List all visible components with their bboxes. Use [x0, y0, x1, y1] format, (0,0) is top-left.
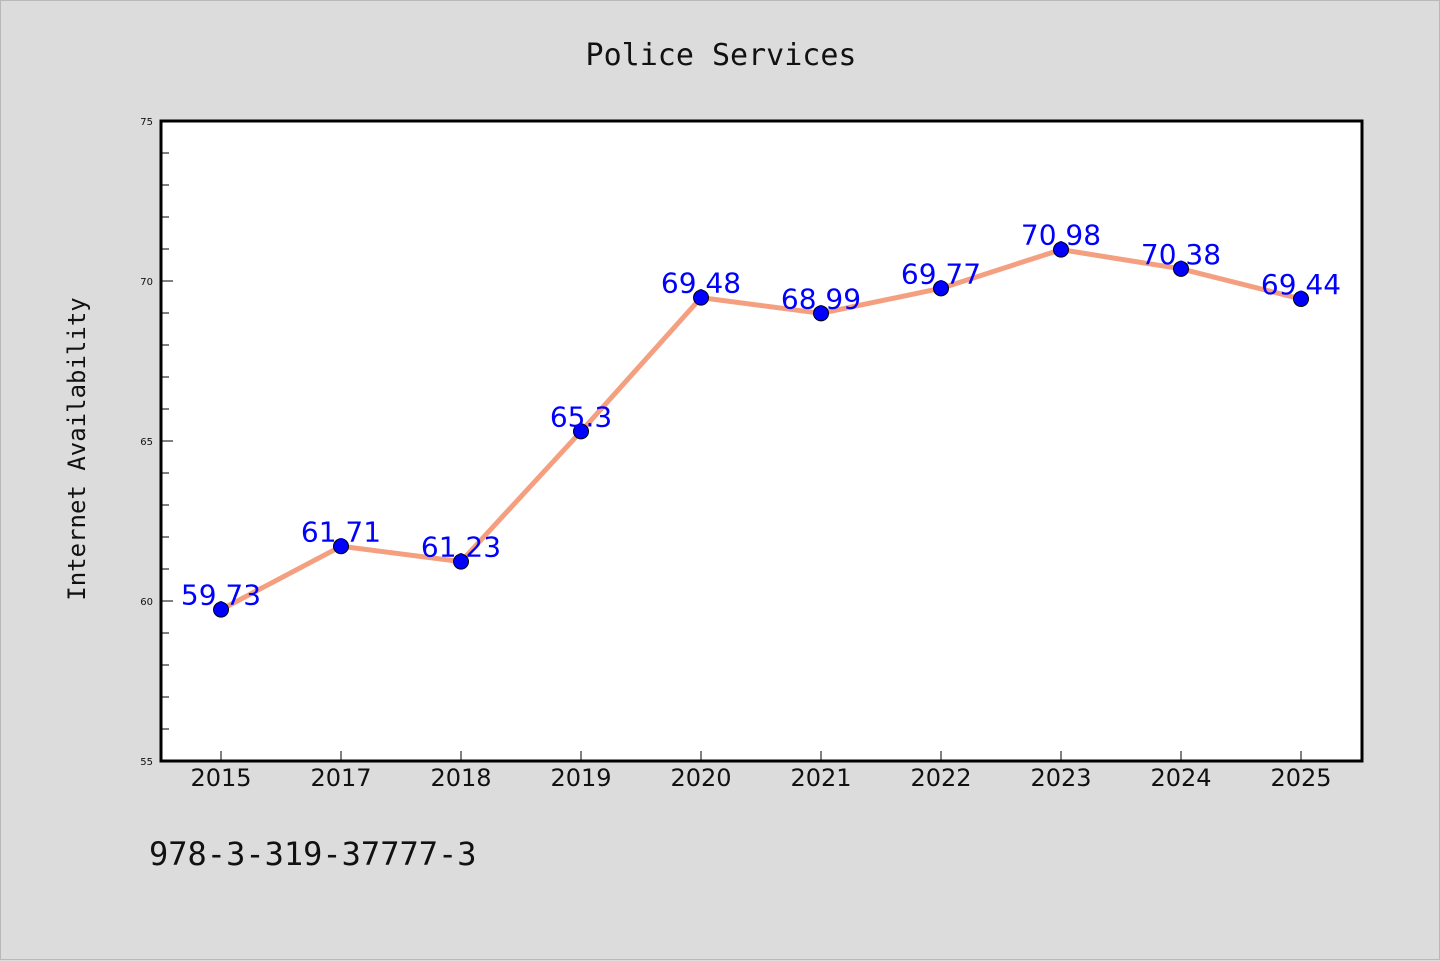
x-tick-label: 2020: [670, 764, 731, 792]
data-point: [333, 538, 349, 555]
footer-isbn: 978-3-319-37777-3: [149, 835, 477, 873]
data-markers: [213, 241, 1309, 618]
x-tick-label: 2025: [1270, 764, 1331, 792]
plot-frame: [159, 119, 1364, 763]
x-tick-label: 2015: [190, 764, 251, 792]
x-tick-label: 2024: [1150, 764, 1211, 792]
data-label: 68.99: [781, 282, 861, 315]
y-axis-label: Internet Availability: [63, 297, 91, 600]
y-tick-label: 60: [140, 597, 153, 608]
data-point: [1053, 241, 1069, 258]
data-point: [933, 280, 949, 297]
x-tick-label: 2021: [790, 764, 851, 792]
y-tick-label: 70: [140, 277, 153, 288]
data-label: 65.3: [550, 400, 612, 433]
data-point: [813, 305, 829, 322]
data-label: 61.23: [421, 531, 501, 564]
data-point: [573, 423, 589, 440]
x-tick-label: 2019: [550, 764, 611, 792]
y-tick-label: 75: [140, 117, 153, 128]
data-label: 69.44: [1261, 268, 1341, 301]
x-axis-ticks: 2015 2017 2018 2019 2020 2021 2022 2023 2024 2025: [190, 751, 1332, 792]
x-tick-label: 2022: [910, 764, 971, 792]
data-point: [693, 289, 709, 306]
x-tick-label: 2017: [310, 764, 371, 792]
series-line: [218, 247, 1304, 613]
plot-area: [161, 121, 1362, 761]
chart-title: Police Services: [586, 38, 857, 73]
y-tick-label: 65: [140, 437, 153, 448]
data-point: [1173, 260, 1189, 277]
data-label: 59.73: [181, 579, 261, 612]
data-point: [213, 601, 229, 618]
y-tick-label: 55: [140, 757, 153, 768]
data-label: 69.48: [661, 267, 741, 300]
x-tick-label: 2018: [430, 764, 491, 792]
data-label: 69.77: [901, 257, 981, 290]
data-labels: 59.73 61.71 61.23 65.3 69.48 68.99 69.77 70.98 7…: [181, 219, 1341, 612]
x-tick-label: 2023: [1030, 764, 1091, 792]
data-point: [1293, 290, 1309, 307]
data-label: 70.38: [1141, 238, 1221, 271]
series-line-group: [218, 247, 1304, 613]
data-label: 61.71: [301, 515, 381, 548]
data-label: 70.98: [1021, 219, 1101, 252]
data-point: [453, 553, 469, 570]
